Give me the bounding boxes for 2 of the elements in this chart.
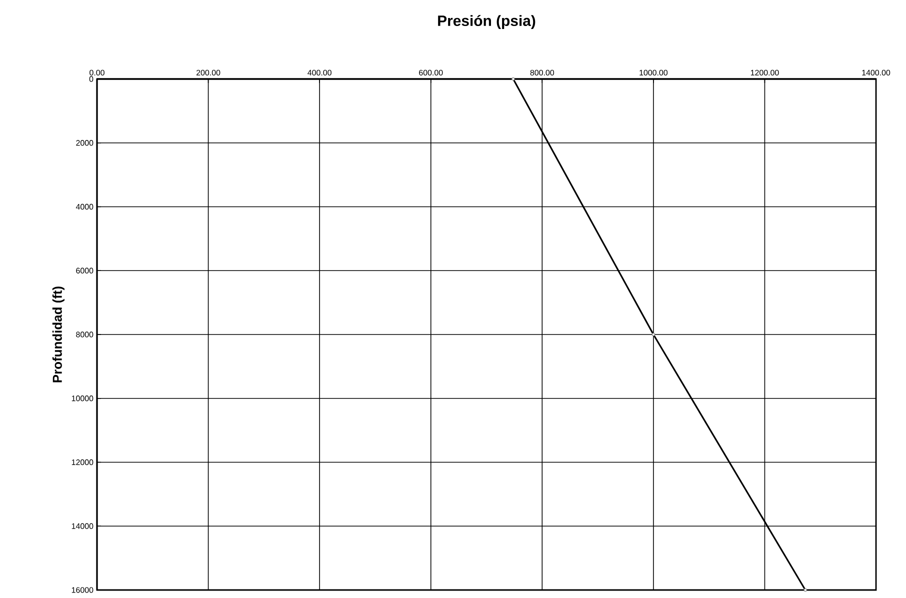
x-axis-title: Presión (psia) [438,14,536,29]
y-axis-title: Profundidad (ft) [52,286,64,382]
